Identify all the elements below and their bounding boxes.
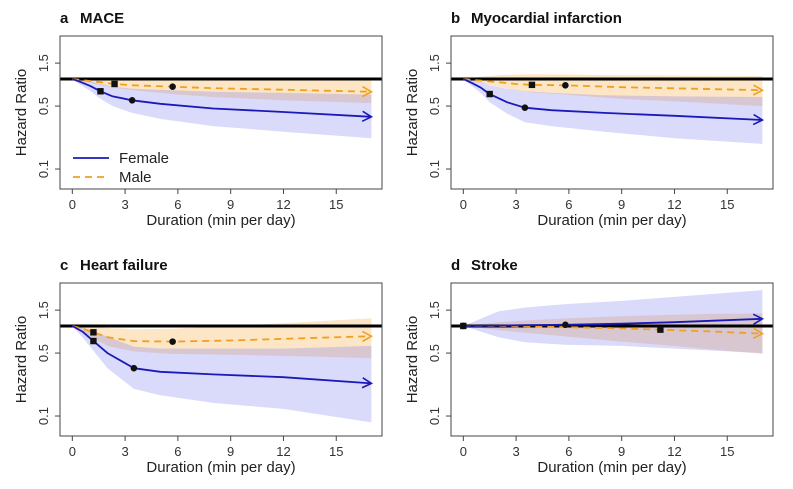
male-hr-line: [72, 325, 374, 343]
x-tick-label: 6: [565, 197, 572, 212]
x-tick-label: 15: [329, 444, 343, 459]
x-tick-label: 0: [460, 197, 467, 212]
female-square-marker: [486, 90, 493, 98]
female-square-marker: [460, 322, 467, 330]
plot-frame: [59, 35, 383, 190]
panel-c: c Heart failure 0 3 6 9 12 15 0.1 0.5 1.5 Duration …: [13, 257, 383, 476]
panel-letter: d: [451, 257, 460, 274]
x-tick-label: 12: [667, 197, 681, 212]
female-circle-marker: [562, 321, 569, 329]
legend-female-label: Female: [119, 150, 169, 167]
panel-title: Heart failure: [80, 257, 168, 274]
x-tick-label: 12: [276, 197, 290, 212]
x-tick-label: 12: [667, 444, 681, 459]
panel-a: a MACE 0 3 6 9 12 15 0.1 0.5 1.5 Duration (min per …: [13, 10, 383, 229]
plot-frame: [450, 35, 774, 190]
y-tick-label: 0.5: [427, 97, 442, 115]
male-ci-band: [463, 74, 763, 107]
x-tick-label: 15: [329, 197, 343, 212]
male-square-marker: [528, 81, 536, 89]
panel-letter: a: [60, 10, 69, 27]
x-tick-label: 3: [512, 197, 519, 212]
y-axis-title: Hazard Ratio: [404, 316, 421, 404]
x-tick-label: 0: [69, 444, 76, 459]
x-tick-label: 15: [720, 444, 734, 459]
female-circle-marker: [521, 104, 529, 111]
y-tick-label: 0.5: [427, 344, 442, 362]
x-axis-title: Duration (min per day): [537, 212, 686, 229]
female-square-marker: [90, 337, 97, 345]
y-tick-label: 0.1: [427, 407, 442, 425]
x-tick-label: 9: [227, 197, 234, 212]
x-tick-label: 9: [618, 197, 625, 212]
female-hr-line: [71, 78, 374, 123]
plot-frame: [59, 282, 383, 437]
panel-title: Myocardial infarction: [471, 10, 622, 27]
x-tick-label: 3: [512, 444, 519, 459]
female-square-marker: [97, 88, 104, 95]
x-tick-label: 0: [69, 197, 76, 212]
x-axis-title: Duration (min per day): [146, 459, 295, 476]
y-tick-label: 1.5: [427, 301, 442, 319]
male-ci-band: [463, 313, 763, 354]
x-tick-label: 6: [174, 444, 181, 459]
y-tick-label: 1.5: [36, 54, 51, 72]
female-circle-marker: [128, 96, 136, 104]
female-ci-band: [463, 290, 763, 354]
x-tick-label: 9: [227, 444, 234, 459]
male-square-marker: [111, 80, 118, 88]
y-axis-title: Hazard Ratio: [404, 69, 421, 157]
male-ci-band: [72, 318, 372, 359]
x-axis-title: Duration (min per day): [146, 212, 295, 229]
male-hr-line: [72, 78, 374, 98]
panel-title: Stroke: [471, 257, 518, 274]
x-tick-label: 9: [618, 444, 625, 459]
panel-title: MACE: [80, 10, 124, 27]
x-tick-label: 6: [174, 197, 181, 212]
y-tick-label: 0.1: [427, 160, 442, 178]
y-tick-label: 0.1: [36, 407, 51, 425]
x-tick-label: 0: [460, 444, 467, 459]
y-tick-label: 0.1: [36, 160, 51, 178]
x-tick-label: 3: [121, 197, 128, 212]
male-circle-marker: [562, 82, 569, 89]
male-ci-band: [72, 77, 372, 104]
x-tick-label: 3: [121, 444, 128, 459]
x-axis-title: Duration (min per day): [537, 459, 686, 476]
plot-frame: [450, 282, 774, 437]
male-square-marker: [90, 329, 97, 336]
male-circle-marker: [169, 338, 176, 345]
panel-letter: b: [451, 10, 460, 27]
y-axis-title: Hazard Ratio: [13, 316, 30, 404]
y-axis-title: Hazard Ratio: [13, 69, 30, 157]
female-circle-marker: [130, 364, 138, 372]
female-hr-line: [462, 78, 765, 126]
y-tick-label: 0.5: [36, 344, 51, 362]
x-tick-label: 6: [565, 444, 572, 459]
panel-d: d Stroke 0 3 6 9 12 15 0.1 0.5 1.5 Duration (min pe…: [404, 257, 774, 476]
panel-letter: c: [60, 257, 68, 274]
x-tick-label: 12: [276, 444, 290, 459]
panel-b: b Myocardial infarction 0 3 6 9 12 15 0.1 0.5 1.5 D…: [404, 10, 774, 229]
x-tick-label: 15: [720, 197, 734, 212]
y-tick-label: 1.5: [36, 301, 51, 319]
male-square-marker: [657, 326, 664, 333]
y-tick-label: 1.5: [427, 54, 442, 72]
female-ci-band: [463, 79, 763, 144]
legend-male-label: Male: [119, 169, 152, 186]
y-tick-label: 0.5: [36, 97, 51, 115]
male-hr-line: [463, 78, 765, 96]
male-circle-marker: [169, 83, 176, 91]
legend: Female Male: [73, 150, 169, 186]
